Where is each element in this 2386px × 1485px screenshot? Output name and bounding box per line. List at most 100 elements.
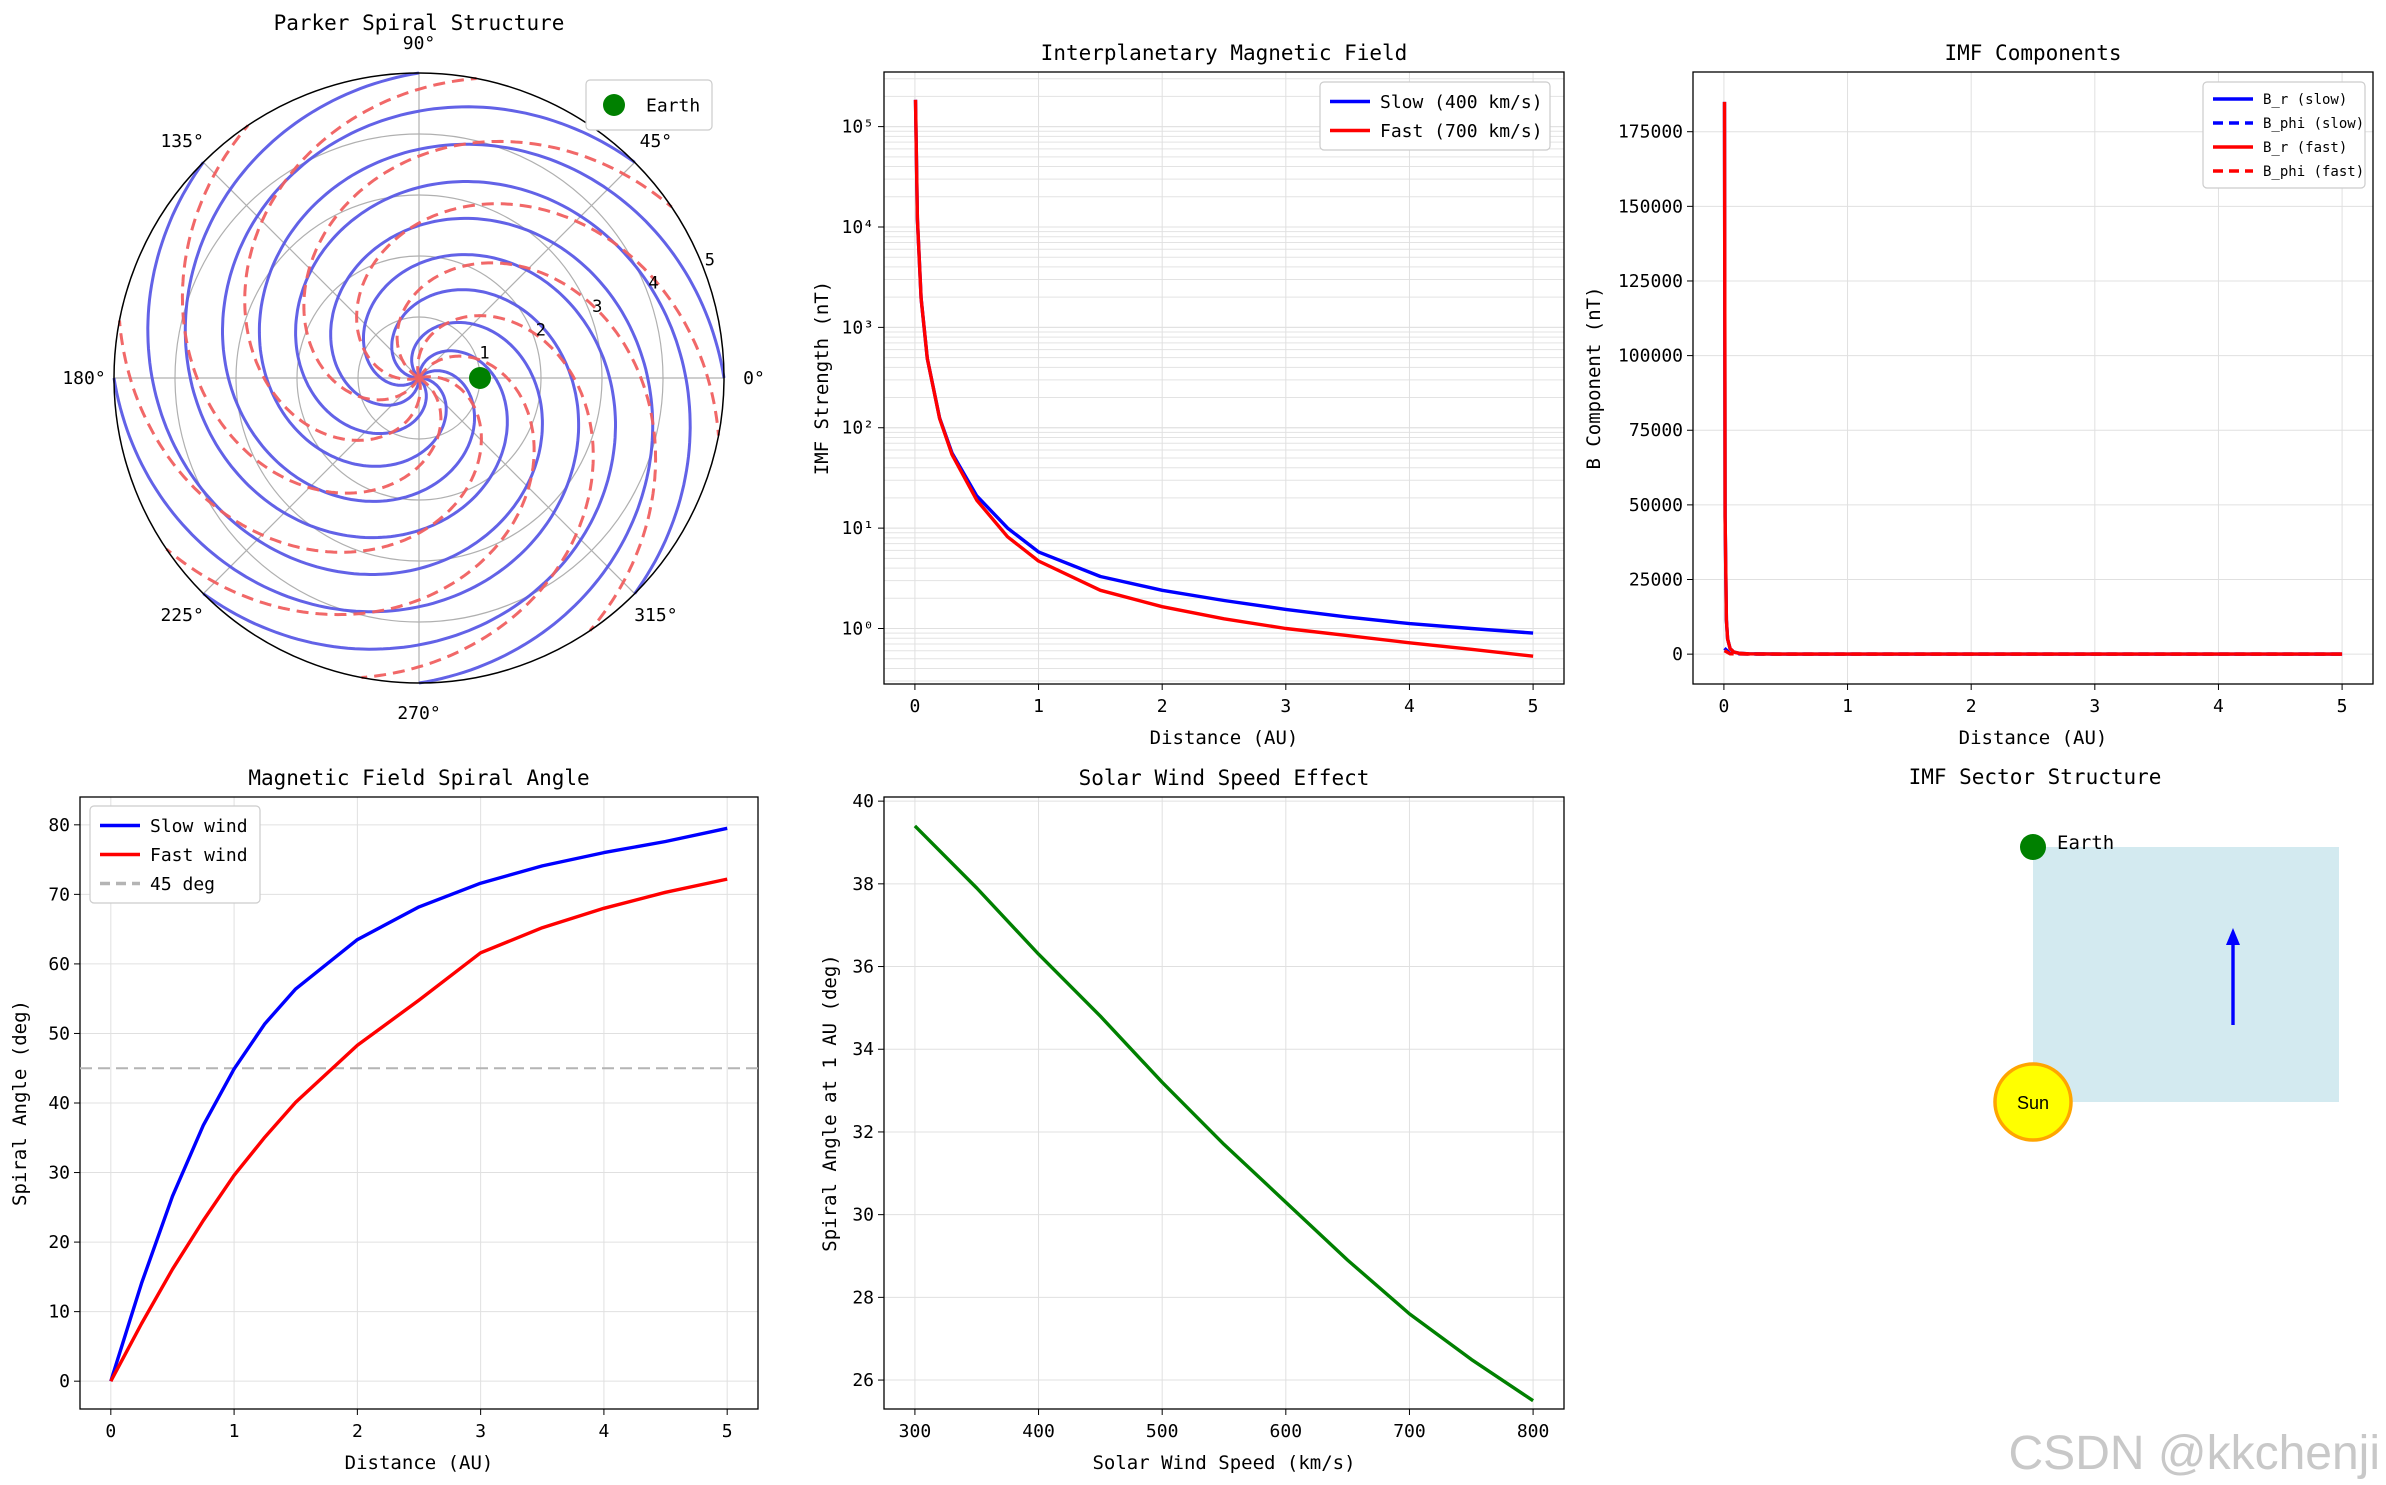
x-tick-label: 5	[722, 1421, 733, 1442]
r-tick-label: 2	[536, 320, 546, 340]
x-axis-label: Solar Wind Speed (km/s)	[1092, 1452, 1355, 1474]
y-tick-label: 28	[852, 1287, 874, 1308]
y-tick-label: 100000	[1618, 346, 1683, 367]
legend-label: B_phi (slow)	[2263, 116, 2364, 132]
x-tick-label: 2	[1157, 696, 1168, 717]
x-tick-label: 2	[1966, 696, 1977, 717]
y-tick-label: 0	[59, 1371, 70, 1392]
y-tick-label: 30	[852, 1205, 874, 1226]
legend-label: Slow wind	[150, 816, 248, 837]
theta-tick-label: 45°	[640, 131, 673, 152]
x-axis-label: Distance (AU)	[1150, 727, 1299, 749]
y-tick-label: 34	[852, 1039, 874, 1060]
x-tick-label: 5	[1528, 696, 1539, 717]
y-tick-label: 150000	[1618, 196, 1683, 217]
legend-label: Slow (400 km/s)	[1380, 92, 1543, 113]
earth-label: Earth	[2057, 832, 2114, 854]
theta-tick-label: 270°	[397, 703, 440, 724]
x-tick-label: 1	[1033, 696, 1044, 717]
x-tick-label: 4	[1404, 696, 1415, 717]
field-arrow-head	[2226, 928, 2240, 945]
theta-tick-label: 135°	[160, 131, 203, 152]
watermark: CSDN @kkchenji	[2008, 1427, 2380, 1480]
x-tick-label: 3	[1280, 696, 1291, 717]
spiral-line	[165, 354, 536, 617]
chart-title: IMF Components	[1944, 41, 2121, 65]
chart-title: IMF Sector Structure	[1909, 765, 2162, 789]
r-tick-label: 3	[592, 297, 602, 317]
x-tick-label: 500	[1146, 1421, 1179, 1442]
series-line-fast-700-km-s-	[913, 99, 1534, 658]
chart-title: Magnetic Field Spiral Angle	[248, 766, 589, 790]
speed_effect-axes	[878, 796, 1565, 1415]
spiral-line	[302, 139, 673, 402]
spiral-line	[361, 314, 595, 679]
y-tick-label: 10⁵	[841, 117, 874, 138]
spiral-line	[112, 288, 581, 614]
y-tick-label: 38	[852, 874, 874, 895]
series-line-slow-400-km-s-	[913, 99, 1534, 635]
y-axis-label: B Component (nT)	[1583, 286, 1605, 469]
chart-title: Solar Wind Speed Effect	[1079, 766, 1370, 790]
x-axis-label: Distance (AU)	[345, 1452, 494, 1474]
r-tick-label: 4	[648, 274, 658, 294]
theta-tick-label: 180°	[62, 368, 105, 389]
spiral-line	[294, 180, 692, 595]
y-tick-label: 10³	[841, 317, 874, 338]
y-axis-label: Spiral Angle at 1 AU (deg)	[819, 954, 841, 1251]
legend-label: Earth	[646, 95, 700, 116]
sun-label: Sun	[2017, 1093, 2049, 1113]
y-tick-label: 10⁴	[841, 217, 874, 238]
x-tick-label: 3	[475, 1421, 486, 1442]
legend: Slow wind Fast wind 45 deg	[89, 805, 261, 904]
components-axes	[1687, 71, 2374, 690]
x-tick-label: 4	[598, 1421, 609, 1442]
y-tick-label: 70	[48, 884, 70, 905]
legend-label: B_phi (fast)	[2263, 164, 2364, 180]
legend: Earth	[585, 79, 713, 131]
series-line-b-phi-fast-	[1723, 649, 2343, 656]
y-axis-label: Spiral Angle (deg)	[9, 1000, 31, 1206]
spiral-line	[118, 320, 483, 554]
y-axis-label: IMF Strength (nT)	[811, 281, 833, 475]
spiral-line	[355, 202, 720, 436]
y-tick-label: 26	[852, 1370, 874, 1391]
r-tick-label: 1	[479, 344, 489, 364]
legend-label: 45 deg	[150, 874, 215, 895]
series-line-fast-wind	[109, 877, 728, 1383]
legend-box	[2202, 81, 2366, 189]
x-tick-label: 2	[352, 1421, 363, 1442]
y-tick-label: 30	[48, 1163, 70, 1184]
spiral-line	[395, 261, 658, 632]
x-tick-label: 0	[1718, 696, 1729, 717]
y-tick-label: 50000	[1629, 495, 1683, 516]
spiral-line	[180, 124, 443, 495]
y-tick-label: 10	[48, 1302, 70, 1323]
plot-frame	[883, 796, 1565, 1410]
legend-label: B_r (slow)	[2263, 92, 2347, 108]
spiral-line	[257, 142, 726, 468]
plot-frame	[1692, 71, 2374, 685]
x-tick-label: 700	[1393, 1421, 1426, 1442]
y-tick-label: 10⁰	[841, 619, 874, 640]
plot-frame	[883, 71, 1565, 685]
y-tick-label: 50	[48, 1023, 70, 1044]
legend: Slow (400 km/s) Fast (700 km/s)	[1319, 81, 1551, 151]
legend-label: Fast (700 km/s)	[1380, 121, 1543, 142]
y-tick-label: 175000	[1618, 122, 1683, 143]
y-tick-label: 25000	[1629, 570, 1683, 591]
sector-region	[2033, 847, 2339, 1102]
spiral-line	[243, 77, 477, 442]
x-tick-label: 800	[1517, 1421, 1550, 1442]
x-tick-label: 5	[2337, 696, 2348, 717]
x-tick-label: 300	[899, 1421, 932, 1442]
y-tick-label: 40	[48, 1093, 70, 1114]
earth-marker	[2020, 834, 2046, 860]
legend-box	[585, 79, 713, 131]
y-tick-label: 36	[852, 957, 874, 978]
y-tick-label: 0	[1672, 644, 1683, 665]
legend-marker	[603, 94, 625, 116]
x-tick-label: 0	[105, 1421, 116, 1442]
chart-title: Parker Spiral Structure	[274, 11, 565, 35]
